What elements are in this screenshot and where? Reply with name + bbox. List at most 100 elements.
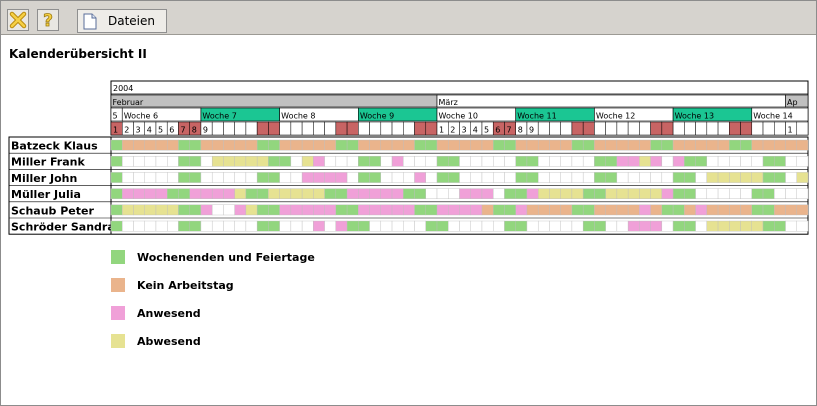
day-status-cell	[717, 172, 730, 183]
day-status-cell	[122, 220, 134, 232]
day-status-cell	[391, 139, 404, 151]
day-status-cell	[785, 172, 797, 183]
day-status-cell	[122, 172, 134, 183]
day-status-cell	[245, 139, 258, 151]
day-status-cell	[504, 220, 516, 232]
day-status-cell	[537, 188, 550, 200]
day-status-cell	[245, 172, 258, 183]
day-cell	[650, 121, 663, 136]
x-icon	[9, 11, 27, 29]
day-cell	[358, 121, 370, 136]
day-status-cell	[594, 155, 606, 167]
day-status-cell	[796, 204, 809, 216]
day-status-cell	[133, 155, 145, 167]
day-status-cell	[189, 172, 202, 183]
day-status-cell	[549, 155, 561, 167]
day-status-cell	[122, 139, 134, 151]
day-status-cell	[796, 155, 809, 167]
day-status-cell	[358, 188, 370, 200]
day-status-cell	[493, 155, 505, 167]
day-cell	[672, 121, 685, 136]
day-status-cell	[223, 172, 235, 183]
day-status-cell	[279, 155, 292, 167]
day-status-cell	[605, 155, 618, 167]
day-status-cell	[178, 155, 190, 167]
day-status-cell	[515, 220, 528, 232]
employee-name: Miller Frank	[11, 156, 85, 169]
day-status-cell	[627, 139, 640, 151]
day-status-cell	[560, 204, 573, 216]
day-status-cell	[110, 204, 123, 216]
day-status-cell	[481, 172, 494, 183]
day-status-cell	[594, 172, 606, 183]
day-status-cell	[122, 155, 134, 167]
day-cell	[762, 121, 775, 136]
day-status-cell	[324, 204, 337, 216]
day-status-cell	[537, 220, 550, 232]
day-status-cell	[414, 220, 426, 232]
day-status-cell	[582, 188, 595, 200]
close-button[interactable]	[7, 9, 29, 31]
day-status-cell	[110, 155, 123, 167]
day-status-cell	[448, 155, 460, 167]
day-status-cell	[436, 172, 449, 183]
day-status-cell	[706, 172, 719, 183]
day-status-cell	[358, 155, 370, 167]
day-status-cell	[425, 220, 438, 232]
day-status-cell	[661, 220, 674, 232]
day-status-cell	[594, 204, 606, 216]
day-status-cell	[627, 204, 640, 216]
day-status-cell	[313, 220, 325, 232]
employee-name: Schaub Peter	[11, 204, 94, 217]
day-label: 3	[462, 126, 467, 135]
files-button[interactable]: Dateien	[77, 9, 167, 33]
day-status-cell	[571, 139, 584, 151]
day-status-cell	[380, 204, 393, 216]
day-cell	[549, 121, 561, 136]
day-label: 9	[203, 126, 208, 135]
day-status-cell	[785, 204, 797, 216]
day-status-cell	[448, 139, 460, 151]
day-status-cell	[223, 220, 235, 232]
day-status-cell	[358, 204, 370, 216]
day-status-cell	[346, 220, 359, 232]
day-status-cell	[313, 188, 325, 200]
day-status-cell	[369, 139, 382, 151]
legend-item: Wochenenden und Feiertage	[111, 249, 315, 265]
day-status-cell	[594, 139, 606, 151]
day-status-cell	[133, 204, 145, 216]
day-status-cell	[560, 188, 573, 200]
day-label: 2	[450, 126, 455, 135]
day-status-cell	[189, 188, 202, 200]
week-label: Woche 11	[517, 112, 556, 121]
day-status-cell	[639, 139, 651, 151]
day-status-cell	[279, 220, 292, 232]
day-status-cell	[414, 172, 426, 183]
day-status-cell	[470, 155, 483, 167]
day-status-cell	[706, 188, 719, 200]
day-status-cell	[335, 155, 348, 167]
day-cell	[301, 121, 314, 136]
help-button[interactable]: ?	[37, 9, 59, 31]
day-status-cell	[571, 155, 584, 167]
day-status-cell	[616, 204, 629, 216]
day-status-cell	[167, 172, 179, 183]
day-status-cell	[504, 204, 516, 216]
day-status-cell	[639, 172, 651, 183]
day-status-cell	[762, 204, 775, 216]
day-status-cell	[740, 188, 752, 200]
day-status-cell	[167, 204, 179, 216]
day-label: 6	[169, 126, 174, 135]
day-status-cell	[133, 188, 145, 200]
day-status-cell	[549, 188, 561, 200]
day-status-cell	[481, 155, 494, 167]
day-status-cell	[211, 172, 224, 183]
day-cell	[695, 121, 708, 136]
day-cell	[774, 121, 786, 136]
day-label: 4	[147, 126, 152, 135]
day-status-cell	[605, 188, 618, 200]
day-status-cell	[493, 204, 505, 216]
day-status-cell	[729, 155, 741, 167]
day-status-cell	[493, 188, 505, 200]
